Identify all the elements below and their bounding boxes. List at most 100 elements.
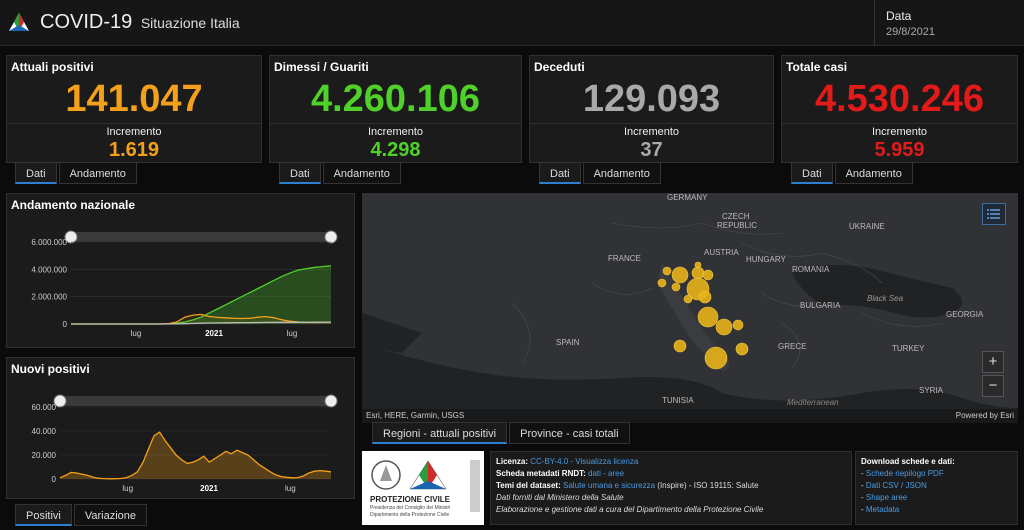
download-schede-pdf[interactable]: Schede riepilogo PDF bbox=[865, 469, 944, 478]
tab-andamento[interactable]: Andamento bbox=[322, 162, 401, 184]
y-tick-label: 60.000 bbox=[32, 403, 57, 412]
card-tabs-totale: Dati Andamento bbox=[791, 162, 913, 184]
zoom-out-button[interactable]: − bbox=[982, 375, 1004, 397]
map-view[interactable]: GERMANY CZECH REPUBLIC FRANCE AUSTRIA HU… bbox=[362, 193, 1018, 423]
map-attribution-bar: Esri, HERE, Garmin, USGS Powered by Esri bbox=[362, 409, 1018, 423]
downloads-title: Download schede e dati: bbox=[861, 457, 955, 466]
info-licenza: Licenza: CC-BY-4.0 - Visualizza licenza bbox=[496, 457, 639, 466]
map-label-spain: SPAIN bbox=[556, 338, 580, 347]
logo-line3: Dipartimento della Protezione Civile bbox=[370, 512, 450, 518]
card-title: Dimessi / Guariti bbox=[274, 60, 369, 74]
logo-line1: PROTEZIONE CIVILE bbox=[370, 495, 451, 504]
card-increment-label: Incremento bbox=[871, 126, 928, 138]
tab-dati[interactable]: Dati bbox=[15, 162, 57, 184]
nuovi-positivi-panel: Nuovi positivi 60.000 40.000 20.000 0 lug 202… bbox=[6, 357, 355, 499]
map-label-czech: CZECH bbox=[722, 212, 750, 221]
tab-variazione[interactable]: Variazione bbox=[73, 504, 148, 526]
card-increment-label: Incremento bbox=[623, 126, 680, 138]
card-dimessi-guariti: Dimessi / Guariti 4.260.106 Incremento 4… bbox=[269, 55, 522, 163]
map-label-hungary: HUNGARY bbox=[746, 255, 786, 264]
series-area bbox=[60, 432, 331, 479]
temi-link[interactable]: Salute umana e sicurezza bbox=[563, 481, 656, 490]
map-label-mediterranean: Mediterranean bbox=[787, 398, 839, 407]
andamento-nazionale-panel: Andamento nazionale 6.000.000 4.000.000 2.… bbox=[6, 193, 355, 348]
range-slider-track[interactable] bbox=[71, 232, 331, 242]
card-increment-label: Incremento bbox=[106, 126, 162, 138]
card-increment-value: 1.619 bbox=[108, 139, 160, 161]
series-line bbox=[71, 321, 331, 325]
card-title: Deceduti bbox=[534, 60, 585, 74]
info-scheda: Scheda metadati RNDT: dati - aree bbox=[496, 469, 625, 478]
date-box: Data 29/8/2021 bbox=[874, 0, 1024, 46]
tab-dati[interactable]: Dati bbox=[791, 162, 833, 184]
card-divider bbox=[7, 123, 261, 124]
y-tick-label: 4.000.000 bbox=[31, 265, 67, 274]
logo-line2: Presidenza del Consiglio dei Ministri bbox=[370, 505, 451, 511]
info-temi: Temi del dataset: Salute umana e sicurez… bbox=[496, 481, 759, 490]
tab-regioni[interactable]: Regioni - attuali positivi bbox=[372, 422, 508, 444]
powered-by-esri[interactable]: Powered by Esri bbox=[955, 411, 1014, 420]
logo-scrollbar[interactable] bbox=[470, 460, 480, 512]
panel-title: Andamento nazionale bbox=[11, 198, 136, 212]
map-attribution: Esri, HERE, Garmin, USGS bbox=[366, 411, 465, 420]
map-label-germany: GERMANY bbox=[667, 193, 708, 202]
y-tick-label: 0 bbox=[52, 475, 57, 484]
download-dati-csv[interactable]: Dati CSV / JSON bbox=[865, 481, 927, 490]
map-label-syria: SYRIA bbox=[919, 386, 944, 395]
download-shape-aree[interactable]: Shape aree bbox=[865, 493, 908, 502]
range-slider-track[interactable] bbox=[60, 396, 331, 406]
tab-province[interactable]: Province - casi totali bbox=[509, 422, 630, 444]
tab-andamento[interactable]: Andamento bbox=[58, 162, 137, 184]
card-increment-label: Incremento bbox=[367, 126, 424, 138]
info-line4: Dati forniti dal Ministero della Salute bbox=[496, 493, 624, 502]
map-label-bulgaria: BULGARIA bbox=[800, 301, 841, 310]
tab-andamento[interactable]: Andamento bbox=[582, 162, 661, 184]
info-line5: Elaborazione e gestione dati a cura del … bbox=[496, 505, 764, 514]
legend-toggle-button[interactable] bbox=[982, 203, 1006, 225]
x-tick-label: lug bbox=[287, 329, 298, 338]
series-area bbox=[71, 265, 331, 324]
card-value: 129.093 bbox=[582, 78, 721, 120]
download-metadata[interactable]: Metadata bbox=[865, 505, 900, 514]
map-label-grece: GRECE bbox=[778, 342, 807, 351]
tab-dati[interactable]: Dati bbox=[539, 162, 581, 184]
y-tick-label: 20.000 bbox=[32, 451, 57, 460]
card-divider bbox=[530, 123, 773, 124]
series-line bbox=[59, 431, 332, 480]
downloads-panel: Download schede e dati: - Schede riepilo… bbox=[855, 451, 1018, 525]
x-tick-label: lug bbox=[131, 329, 142, 338]
y-tick-label: 0 bbox=[63, 320, 68, 329]
date-label: Data bbox=[886, 9, 912, 23]
map-label-republic: REPUBLIC bbox=[717, 221, 758, 230]
tab-positivi[interactable]: Positivi bbox=[15, 504, 72, 526]
x-tick-label: 2021 bbox=[205, 329, 223, 338]
card-totale-casi: Totale casi 4.530.246 Incremento 5.959 bbox=[781, 55, 1018, 163]
y-tick-label: 6.000.000 bbox=[31, 238, 67, 247]
map-label-tunisia: TUNISIA bbox=[662, 396, 694, 405]
card-title: Totale casi bbox=[786, 60, 848, 74]
zoom-in-button[interactable]: + bbox=[982, 351, 1004, 373]
x-tick-label: lug bbox=[285, 484, 296, 493]
tab-andamento[interactable]: Andamento bbox=[834, 162, 913, 184]
range-slider-end-handle[interactable] bbox=[324, 230, 338, 244]
scheda-link[interactable]: dati - aree bbox=[588, 469, 625, 478]
card-increment-value: 5.959 bbox=[874, 139, 925, 161]
protezione-civile-logo: PROTEZIONE CIVILE Presidenza del Consigl… bbox=[362, 451, 484, 525]
map-label-austria: AUSTRIA bbox=[704, 248, 739, 257]
map-canvas bbox=[362, 193, 1018, 423]
app-subtitle: Situazione Italia bbox=[140, 15, 240, 31]
map-label-black-sea: Black Sea bbox=[867, 294, 904, 303]
andamento-chart: 6.000.000 4.000.000 2.000.000 0 lug 2021 lug bbox=[31, 230, 338, 338]
range-slider-end-handle[interactable] bbox=[324, 394, 338, 408]
x-tick-label: 2021 bbox=[200, 484, 218, 493]
tab-dati[interactable]: Dati bbox=[279, 162, 321, 184]
licenza-link[interactable]: CC-BY-4.0 - Visualizza licenza bbox=[530, 457, 639, 466]
nuovi-chart: 60.000 40.000 20.000 0 lug 2021 lug bbox=[32, 394, 338, 493]
page-title: COVID-19 Situazione Italia bbox=[40, 11, 240, 34]
nuovi-tabs: Positivi Variazione bbox=[15, 504, 148, 526]
date-value: 29/8/2021 bbox=[886, 26, 935, 38]
card-divider bbox=[270, 123, 521, 124]
app-title: COVID-19 bbox=[40, 11, 133, 33]
card-divider bbox=[782, 123, 1017, 124]
range-slider-start-handle[interactable] bbox=[64, 230, 78, 244]
